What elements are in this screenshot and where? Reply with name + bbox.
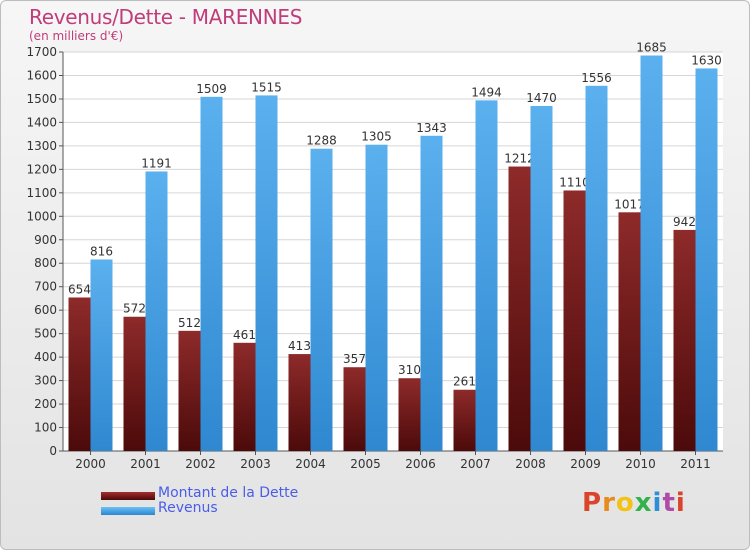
data-label-revenus: 1630 [691,53,722,67]
bar-revenus [475,100,498,451]
data-label-revenus: 1343 [416,121,447,135]
x-tick-label: 2008 [515,457,546,471]
bar-revenus [365,144,388,452]
data-label-revenus: 1288 [306,134,337,148]
chart-title: Revenus/Dette - MARENNES [29,5,303,29]
data-label-revenus: 1685 [636,41,667,55]
logo-letter: x [634,488,653,518]
bar-dette [343,367,366,451]
data-label-dette: 654 [68,283,91,297]
legend-label-revenus: Revenus [158,500,218,516]
data-label-dette: 1212 [504,152,535,166]
y-tick-label: 1000 [26,209,57,223]
y-tick-label: 1700 [26,45,57,59]
x-tick-label: 2005 [350,457,381,471]
bar-revenus [640,55,663,451]
bar-revenus [420,135,443,452]
logo-letter: i [675,488,686,518]
logo-letter: P [582,488,603,518]
y-tick-label: 1100 [26,186,57,200]
bar-dette [178,330,201,451]
legend-swatch-dette [101,492,155,500]
y-tick-label: 1200 [26,162,57,176]
data-label-dette: 261 [453,375,476,389]
y-tick-label: 200 [34,397,57,411]
y-tick-label: 500 [34,327,57,341]
data-label-dette: 461 [233,328,256,342]
data-label-dette: 310 [398,363,421,377]
data-label-dette: 942 [673,215,696,229]
proxiti-logo: Proxiti [582,488,686,518]
legend-label-dette: Montant de la Dette [158,485,299,501]
y-tick-label: 300 [34,374,57,388]
bar-dette [508,166,531,451]
x-tick-label: 2009 [570,457,601,471]
y-tick-label: 400 [34,350,57,364]
data-label-revenus: 1305 [361,130,392,144]
bar-revenus [310,148,333,451]
x-tick-label: 2003 [240,457,271,471]
logo-letter: i [652,488,663,518]
bar-revenus [90,259,113,451]
bar-revenus [200,96,223,451]
bar-revenus [255,95,278,451]
bar-dette [398,378,421,451]
y-tick-label: 800 [34,256,57,270]
x-tick-label: 2002 [185,457,216,471]
bar-dette [288,354,311,451]
x-tick-label: 2011 [680,457,711,471]
bar-revenus [530,105,553,451]
x-tick-label: 2001 [130,457,161,471]
data-label-revenus: 1509 [196,82,227,96]
logo-letter: o [615,488,635,518]
bar-dette [453,389,476,451]
data-label-dette: 413 [288,339,311,353]
y-tick-label: 1300 [26,139,57,153]
x-tick-label: 2000 [75,457,106,471]
y-tick-label: 0 [49,444,57,458]
bar-revenus [145,171,168,451]
y-tick-label: 1400 [26,115,57,129]
y-tick-label: 1500 [26,92,57,106]
y-tick-label: 100 [34,421,57,435]
bar-revenus [585,85,608,452]
logo-letter: r [602,488,616,518]
x-tick-label: 2007 [460,457,491,471]
y-tick-label: 1600 [26,68,57,82]
data-label-revenus: 816 [90,244,113,258]
x-tick-label: 2006 [405,457,436,471]
x-tick-label: 2004 [295,457,326,471]
bar-dette [563,190,586,451]
bar-dette [68,297,91,451]
data-label-dette: 572 [123,302,146,316]
bar-dette [618,212,641,451]
logo-letter: t [662,488,676,518]
data-label-revenus: 1470 [526,91,557,105]
chart-subtitle: (en milliers d'€) [29,29,124,43]
data-label-dette: 357 [343,352,366,366]
y-tick-label: 600 [34,303,57,317]
bar-revenus [695,68,718,451]
x-tick-label: 2010 [625,457,656,471]
data-label-revenus: 1515 [251,80,282,94]
data-label-revenus: 1494 [471,85,502,99]
bar-dette [233,342,256,451]
data-label-revenus: 1556 [581,71,612,85]
data-label-dette: 1017 [614,197,645,211]
data-label-dette: 1110 [559,175,590,189]
data-label-dette: 512 [178,316,201,330]
bar-dette [123,316,146,451]
legend-swatch-revenus [101,507,155,515]
plot-area [63,52,723,451]
data-label-revenus: 1191 [141,156,172,170]
y-tick-label: 700 [34,280,57,294]
bar-dette [673,229,696,451]
y-tick-label: 900 [34,233,57,247]
